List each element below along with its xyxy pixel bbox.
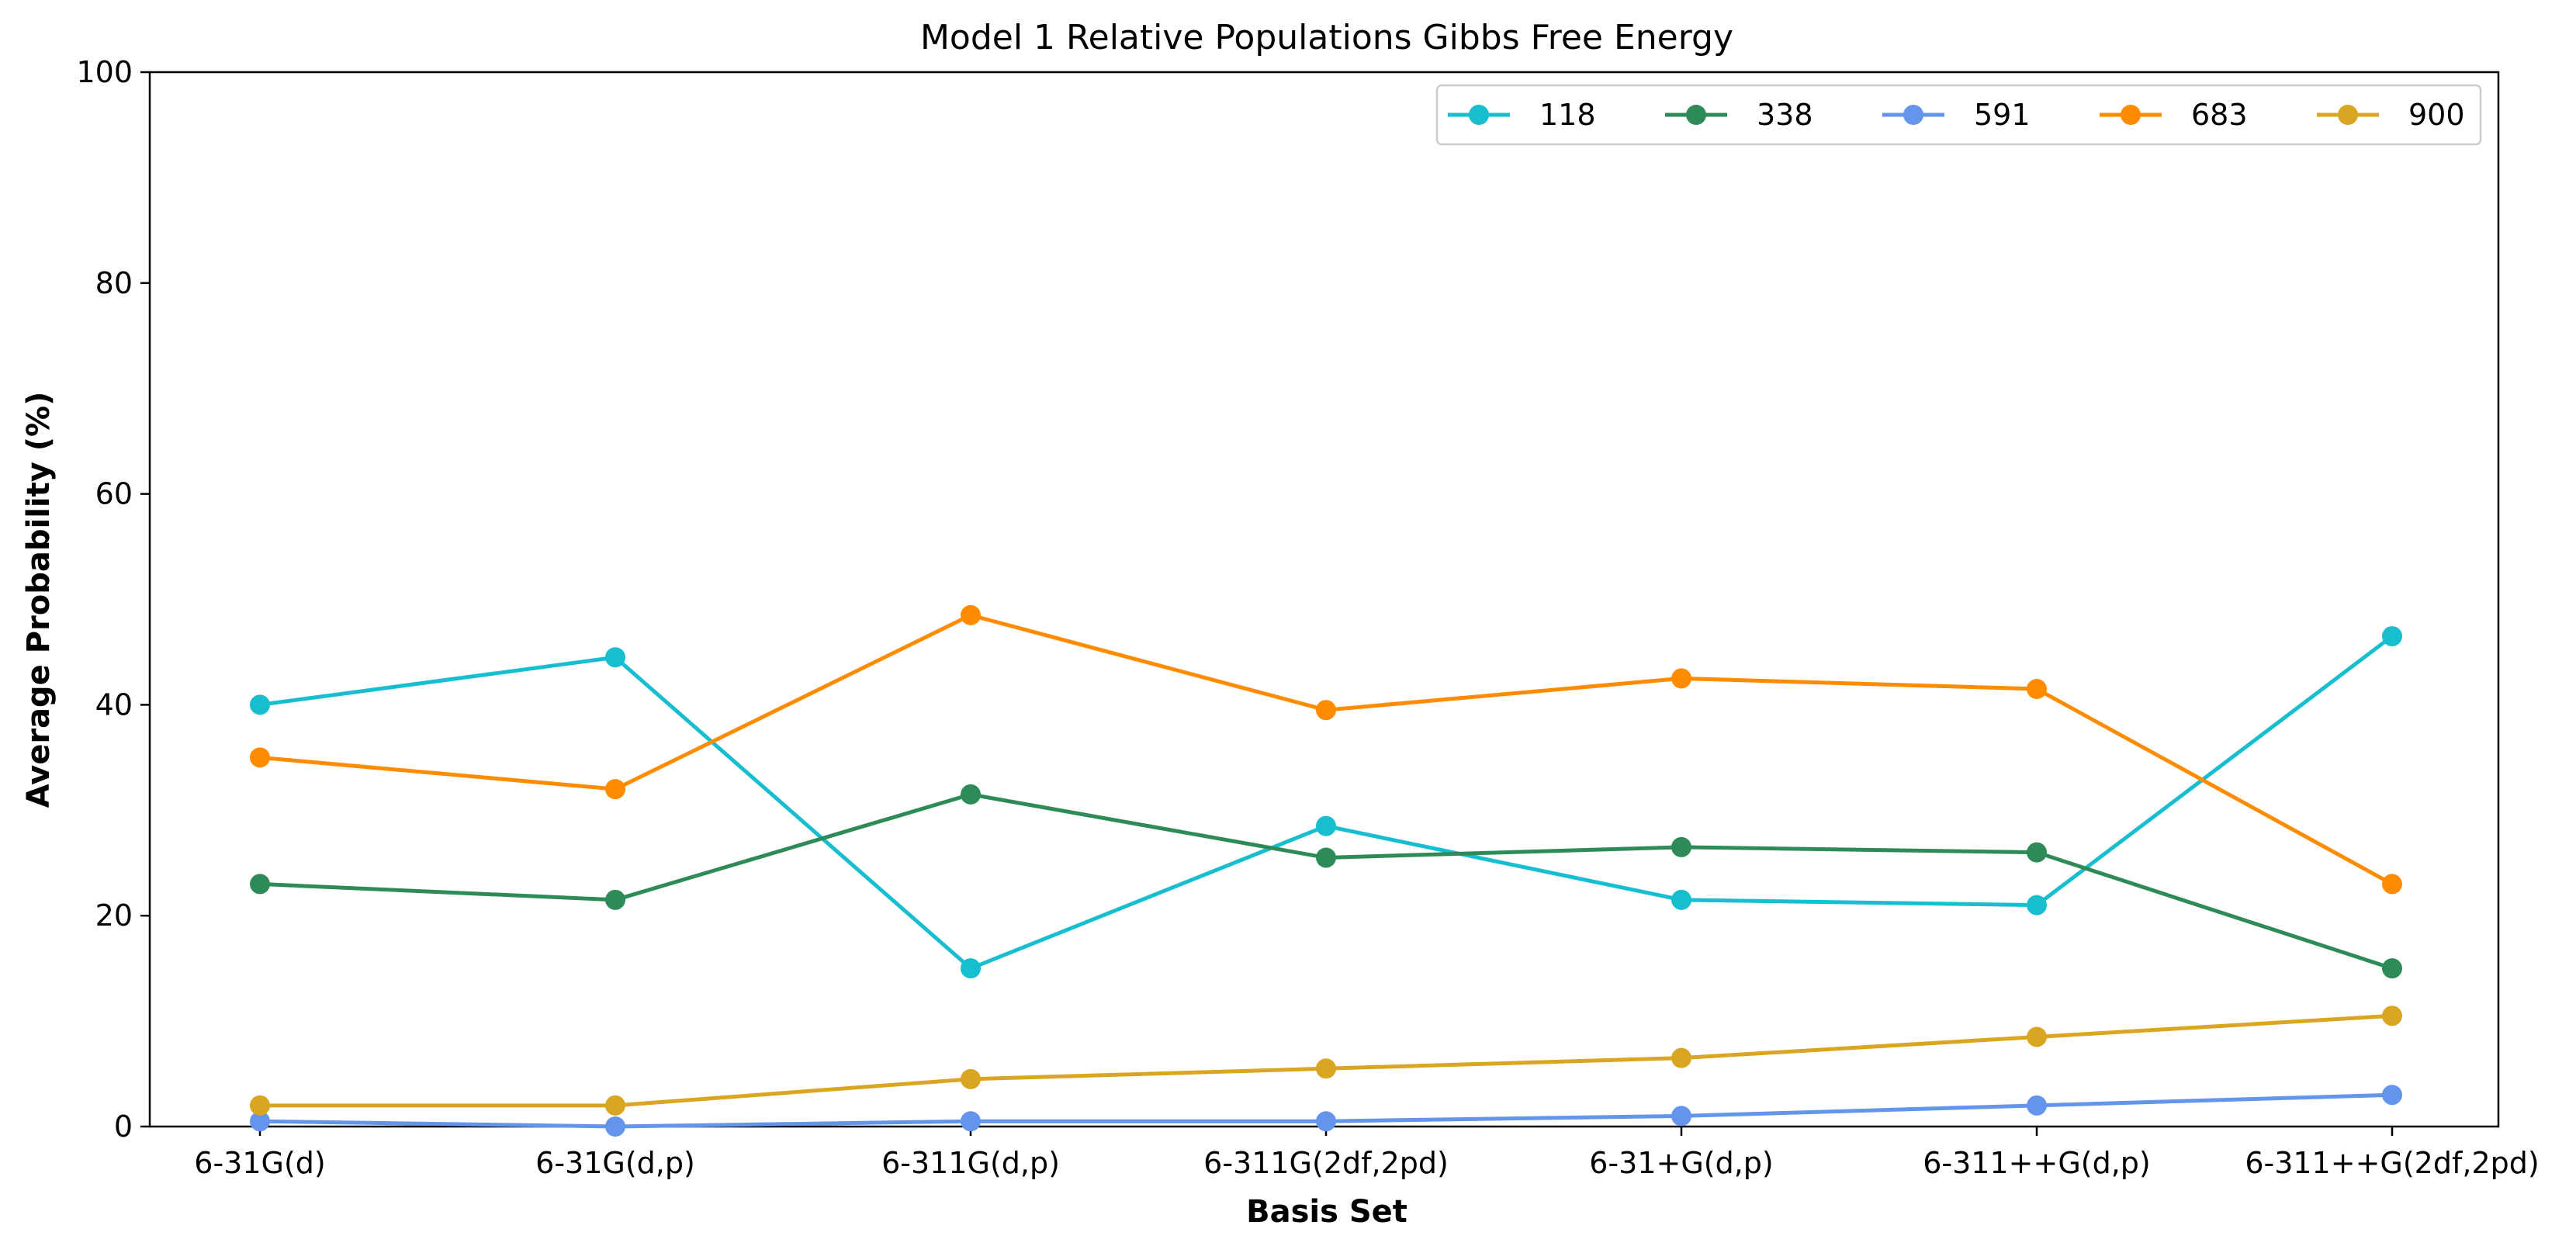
data-point-683: [250, 747, 270, 768]
legend-marker-900: [2338, 105, 2358, 125]
series-683: [250, 604, 2402, 895]
data-point-338: [1316, 847, 1336, 868]
series-118: [250, 626, 2402, 979]
x-tick-label: 6-31G(d,p): [535, 1146, 695, 1180]
legend-label-591: 591: [1974, 98, 2031, 132]
data-point-900: [1671, 1047, 1691, 1068]
x-tick-label: 6-31+G(d,p): [1589, 1146, 1774, 1180]
y-tick-label: 80: [95, 266, 133, 300]
data-point-900: [961, 1068, 981, 1089]
data-point-118: [605, 647, 625, 668]
x-tick-label: 6-311G(2df,2pd): [1203, 1146, 1449, 1180]
legend-box: [1435, 84, 2482, 146]
data-point-118: [2027, 895, 2047, 916]
series-line-683: [259, 613, 2394, 886]
legend-marker-591: [1903, 105, 1923, 125]
data-point-900: [1316, 1058, 1336, 1079]
legend-label-683: 683: [2191, 98, 2248, 132]
legend: 118 338 591 683 900: [1435, 84, 2482, 146]
data-point-591: [961, 1111, 981, 1132]
legend-marker-338: [1686, 105, 1706, 125]
data-point-683: [605, 779, 625, 800]
x-tick-label: 6-31G(d): [194, 1146, 325, 1180]
chart-title: Model 1 Relative Populations Gibbs Free …: [920, 18, 1733, 57]
data-point-900: [2027, 1026, 2047, 1047]
series-line-118: [259, 635, 2394, 971]
data-point-118: [2382, 626, 2402, 647]
data-point-591: [1671, 1106, 1691, 1127]
data-point-338: [1671, 836, 1691, 857]
y-axis-label: Average Probability (%): [21, 392, 57, 808]
plot-area: 0 20 40 60 80 100 6-31G(d) 6-31G(d,p) 6-311G(d,p…: [76, 55, 2539, 1180]
data-point-591: [605, 1116, 625, 1137]
legend-label-118: 118: [1539, 98, 1596, 132]
plot-frame: [148, 71, 2500, 1128]
data-point-900: [2382, 1006, 2402, 1026]
data-point-118: [250, 694, 270, 715]
data-point-118: [1316, 815, 1336, 836]
data-point-900: [605, 1095, 625, 1116]
data-point-683: [1316, 700, 1336, 721]
series-900: [250, 1006, 2402, 1116]
legend-label-338: 338: [1757, 98, 1813, 132]
y-tick-label: 60: [95, 477, 133, 511]
data-point-338: [605, 889, 625, 910]
data-point-683: [2382, 874, 2402, 895]
y-tick-label: 0: [114, 1109, 133, 1144]
data-point-591: [250, 1111, 270, 1132]
y-tick-label: 20: [95, 898, 133, 933]
data-point-118: [961, 958, 981, 979]
legend-label-900: 900: [2408, 98, 2465, 132]
series-591: [250, 1085, 2402, 1137]
data-point-900: [250, 1095, 270, 1116]
x-tick-label: 6-311G(d,p): [881, 1146, 1060, 1180]
data-point-683: [961, 604, 981, 625]
series-338: [250, 784, 2402, 979]
data-point-683: [2027, 679, 2047, 700]
x-tick-label: 6-311++G(2df,2pd): [2245, 1146, 2539, 1180]
legend-marker-118: [1469, 105, 1489, 125]
y-tick-label: 40: [95, 687, 133, 722]
x-axis-label: Basis Set: [1246, 1194, 1407, 1230]
data-point-338: [961, 784, 981, 805]
data-point-338: [250, 874, 270, 895]
legend-marker-683: [2121, 105, 2141, 125]
data-point-118: [1671, 889, 1691, 910]
data-point-591: [1316, 1111, 1336, 1132]
data-point-338: [2027, 842, 2047, 863]
data-point-683: [1671, 668, 1691, 689]
data-point-591: [2027, 1095, 2047, 1116]
y-tick-label: 100: [76, 55, 133, 89]
x-tick-label: 6-311++G(d,p): [1923, 1146, 2151, 1180]
data-point-338: [2382, 958, 2402, 979]
data-point-591: [2382, 1085, 2402, 1106]
